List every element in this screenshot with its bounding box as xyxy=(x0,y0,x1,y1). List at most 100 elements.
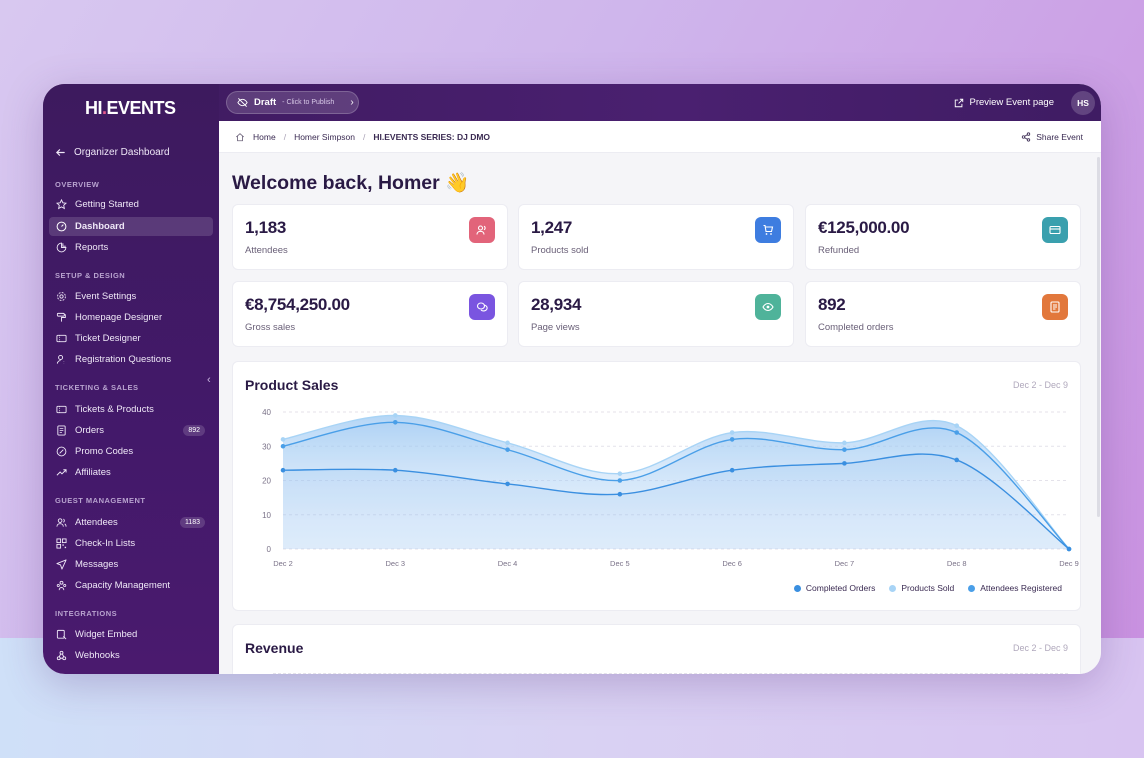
data-point xyxy=(280,437,286,442)
collapse-sidebar-chevron-icon[interactable]: ‹ xyxy=(207,374,211,386)
sidebar-label: Getting Started xyxy=(75,199,139,210)
page-title: Welcome back, Homer 👋 xyxy=(232,172,470,194)
x-tick-label: Dec 6 xyxy=(722,559,742,568)
sidebar-item-promo-codes[interactable]: Promo Codes xyxy=(49,442,213,461)
sidebar-item-tickets-products[interactable]: Tickets & Products xyxy=(49,400,213,419)
legend-item[interactable]: Completed Orders xyxy=(793,583,876,593)
section-overview: OVERVIEW xyxy=(55,180,100,189)
ticket-icon xyxy=(56,404,67,415)
data-point xyxy=(1066,546,1072,552)
data-point xyxy=(729,467,735,473)
legend-label: Products Sold xyxy=(901,583,955,593)
users-icon xyxy=(469,217,495,243)
series-area xyxy=(283,454,1069,549)
breadcrumb-organizer[interactable]: Homer Simpson xyxy=(294,131,355,142)
breadcrumb-separator: / xyxy=(283,131,287,142)
preview-event-page-link[interactable]: Preview Event page xyxy=(954,97,1054,108)
webhook-icon xyxy=(56,650,67,661)
gridline xyxy=(273,673,1068,674)
sidebar-item-attendees[interactable]: Attendees 1183 xyxy=(49,513,213,532)
stat-value: €125,000.00 xyxy=(818,218,910,237)
breadcrumb-home[interactable]: Home xyxy=(253,131,276,142)
attendees-count-badge: 1183 xyxy=(179,517,205,528)
sidebar-item-getting-started[interactable]: Getting Started xyxy=(49,195,213,214)
sidebar-item-reports[interactable]: Reports xyxy=(49,238,213,257)
back-to-organizer-link[interactable]: Organizer Dashboard xyxy=(55,147,170,158)
publish-status-pill[interactable]: Draft - Click to Publish › xyxy=(226,91,359,114)
legend-item[interactable]: Attendees Registered xyxy=(968,583,1062,593)
data-point xyxy=(842,440,847,446)
share-event-button[interactable]: Share Event xyxy=(1021,132,1083,142)
data-point xyxy=(729,437,735,442)
data-point xyxy=(280,443,286,449)
sidebar-label: Promo Codes xyxy=(75,446,134,457)
date-range[interactable]: Dec 2 - Dec 9 xyxy=(1012,643,1068,653)
home-icon xyxy=(235,132,245,141)
sidebar-item-homepage-designer[interactable]: Homepage Designer xyxy=(49,308,213,327)
draft-label: Draft xyxy=(254,97,277,108)
user-question-icon xyxy=(56,354,67,365)
back-label: Organizer Dashboard xyxy=(74,147,170,158)
sidebar-label: Messages xyxy=(75,559,119,570)
sidebar-item-dashboard[interactable]: Dashboard xyxy=(49,217,213,236)
date-range[interactable]: Dec 2 - Dec 9 xyxy=(1012,380,1068,390)
sidebar-item-registration-questions[interactable]: Registration Questions xyxy=(49,350,213,369)
section-guests: GUEST MANAGEMENT xyxy=(55,496,146,505)
breadcrumb-event[interactable]: HI.EVENTS SERIES: DJ DMO xyxy=(373,131,491,142)
data-point xyxy=(392,467,398,473)
coins-icon xyxy=(469,294,495,320)
section-integrations: INTEGRATIONS xyxy=(55,609,118,618)
legend-item[interactable]: Products Sold xyxy=(889,583,954,593)
data-point xyxy=(392,413,398,418)
sidebar-item-capacity[interactable]: Capacity Management xyxy=(49,576,213,595)
sidebar-label: Affiliates xyxy=(75,467,111,478)
app-window: HI.EVENTS Organizer Dashboard OVERVIEW G… xyxy=(43,84,1101,674)
avatar[interactable]: HS xyxy=(1071,91,1095,115)
data-point xyxy=(505,440,510,446)
app-logo[interactable]: HI.EVENTS xyxy=(85,98,176,119)
publish-hint: - Click to Publish xyxy=(282,99,335,106)
section-setup: SETUP & DESIGN xyxy=(55,271,126,280)
data-point xyxy=(842,461,847,466)
stat-value: €8,754,250.00 xyxy=(245,295,350,314)
stat-card-products-sold: 1,247 Products sold xyxy=(518,204,794,270)
sidebar-label: Dashboard xyxy=(75,221,125,232)
breadcrumb-separator: / xyxy=(363,131,366,142)
sidebar-item-webhooks[interactable]: Webhooks xyxy=(49,646,213,665)
cart-icon xyxy=(755,217,781,243)
chevron-right-icon: › xyxy=(350,97,354,108)
sidebar-item-event-settings[interactable]: Event Settings xyxy=(49,287,213,306)
x-tick-label: Dec 3 xyxy=(385,559,405,568)
data-point xyxy=(954,423,960,428)
stat-value: 892 xyxy=(818,295,846,314)
stat-card-page-views: 28,934 Page views xyxy=(518,281,794,347)
sidebar-label: Widget Embed xyxy=(75,629,138,640)
ticket-icon xyxy=(56,333,67,344)
sidebar-item-checkin-lists[interactable]: Check-In Lists xyxy=(49,534,213,553)
stat-card-attendees: 1,183 Attendees xyxy=(232,204,508,270)
top-bar xyxy=(43,84,1101,121)
legend-swatch xyxy=(889,584,897,592)
data-point xyxy=(954,430,960,435)
stat-value: 1,183 xyxy=(245,218,287,237)
sidebar-item-affiliates[interactable]: Affiliates xyxy=(49,463,213,482)
breadcrumb: Home / Homer Simpson / HI.EVENTS SERIES:… xyxy=(219,121,1101,153)
credit-card-refund-icon xyxy=(1042,217,1068,243)
sidebar-label: Reports xyxy=(75,242,109,253)
sidebar-item-orders[interactable]: Orders 892 xyxy=(49,421,213,440)
trending-up-icon xyxy=(56,467,67,478)
stat-card-gross-sales: €8,754,250.00 Gross sales xyxy=(232,281,508,347)
share-icon xyxy=(1022,132,1031,142)
legend-label: Completed Orders xyxy=(805,583,876,593)
scrollbar[interactable] xyxy=(1097,157,1100,517)
stat-label: Page views xyxy=(531,322,580,333)
data-point xyxy=(729,430,735,435)
paint-roller-icon xyxy=(56,312,67,323)
logo-text-right: EVENTS xyxy=(106,98,177,118)
arrow-left-icon xyxy=(55,149,65,156)
x-tick-label: Dec 2 xyxy=(273,559,293,568)
sidebar-item-ticket-designer[interactable]: Ticket Designer xyxy=(49,329,213,348)
sidebar-item-messages[interactable]: Messages xyxy=(49,555,213,574)
external-link-icon xyxy=(954,98,963,107)
sidebar-item-widget-embed[interactable]: Widget Embed xyxy=(49,625,213,644)
